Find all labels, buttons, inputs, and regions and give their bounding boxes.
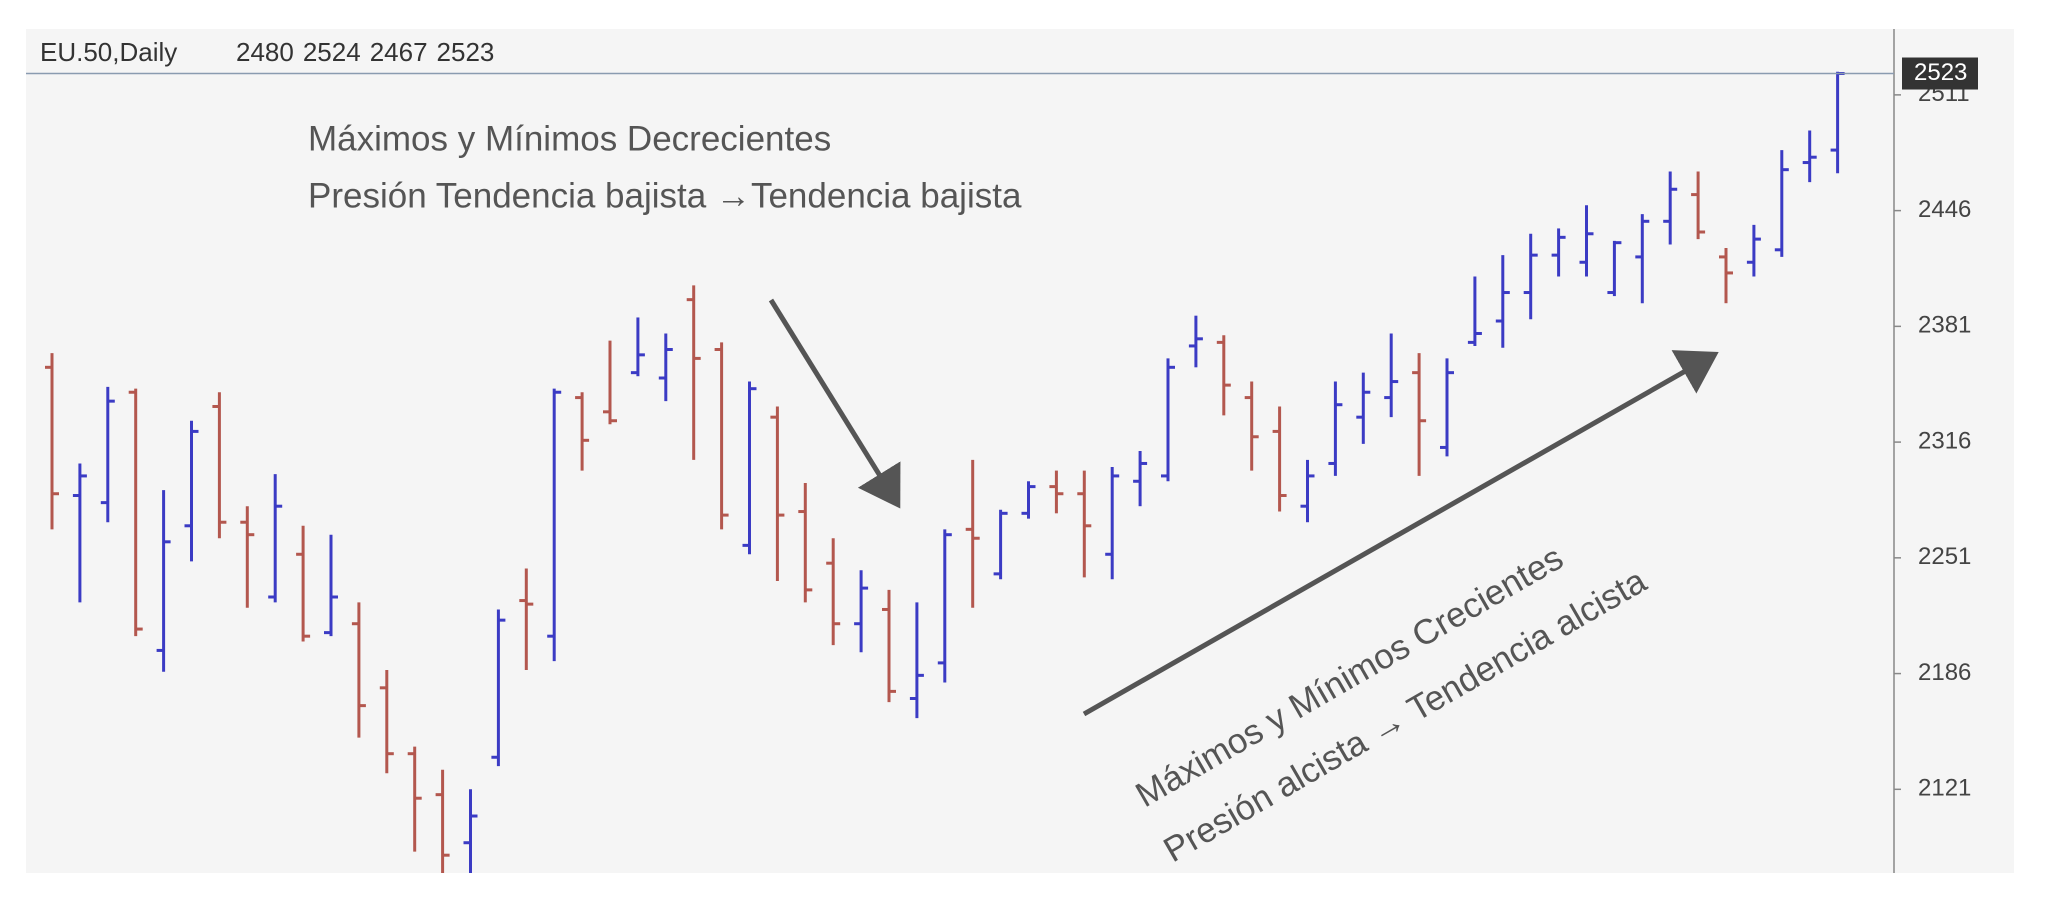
y-tick-label: 2316 bbox=[1918, 427, 1971, 454]
price-label: 2523 bbox=[1914, 59, 1967, 86]
header-value: 2467 bbox=[370, 37, 428, 67]
y-tick-label: 2186 bbox=[1918, 659, 1971, 686]
header-value: 2523 bbox=[437, 37, 495, 67]
arrow-up bbox=[1082, 350, 1719, 717]
annotation: Presión Tendencia bajista →Tendencia baj… bbox=[308, 176, 1022, 215]
arrow-down bbox=[768, 298, 901, 509]
price-label-bg bbox=[1902, 57, 1978, 90]
header-value: 2524 bbox=[303, 37, 361, 67]
y-tick-label: 2381 bbox=[1918, 312, 1971, 339]
bars bbox=[45, 71, 1845, 873]
header-values: 2480 2524 2467 2523 bbox=[236, 37, 494, 67]
y-tick-label: 2446 bbox=[1918, 196, 1971, 223]
y-tick-label: 2251 bbox=[1918, 543, 1971, 570]
plot-area bbox=[26, 29, 1894, 873]
y-tick-label: 2121 bbox=[1918, 775, 1971, 802]
annotation: Máximos y Mínimos Decrecientes bbox=[308, 119, 831, 158]
chart-title: EU.50,Daily bbox=[40, 37, 177, 67]
axis-area bbox=[1894, 29, 2014, 873]
header-value: 2480 bbox=[236, 37, 294, 67]
